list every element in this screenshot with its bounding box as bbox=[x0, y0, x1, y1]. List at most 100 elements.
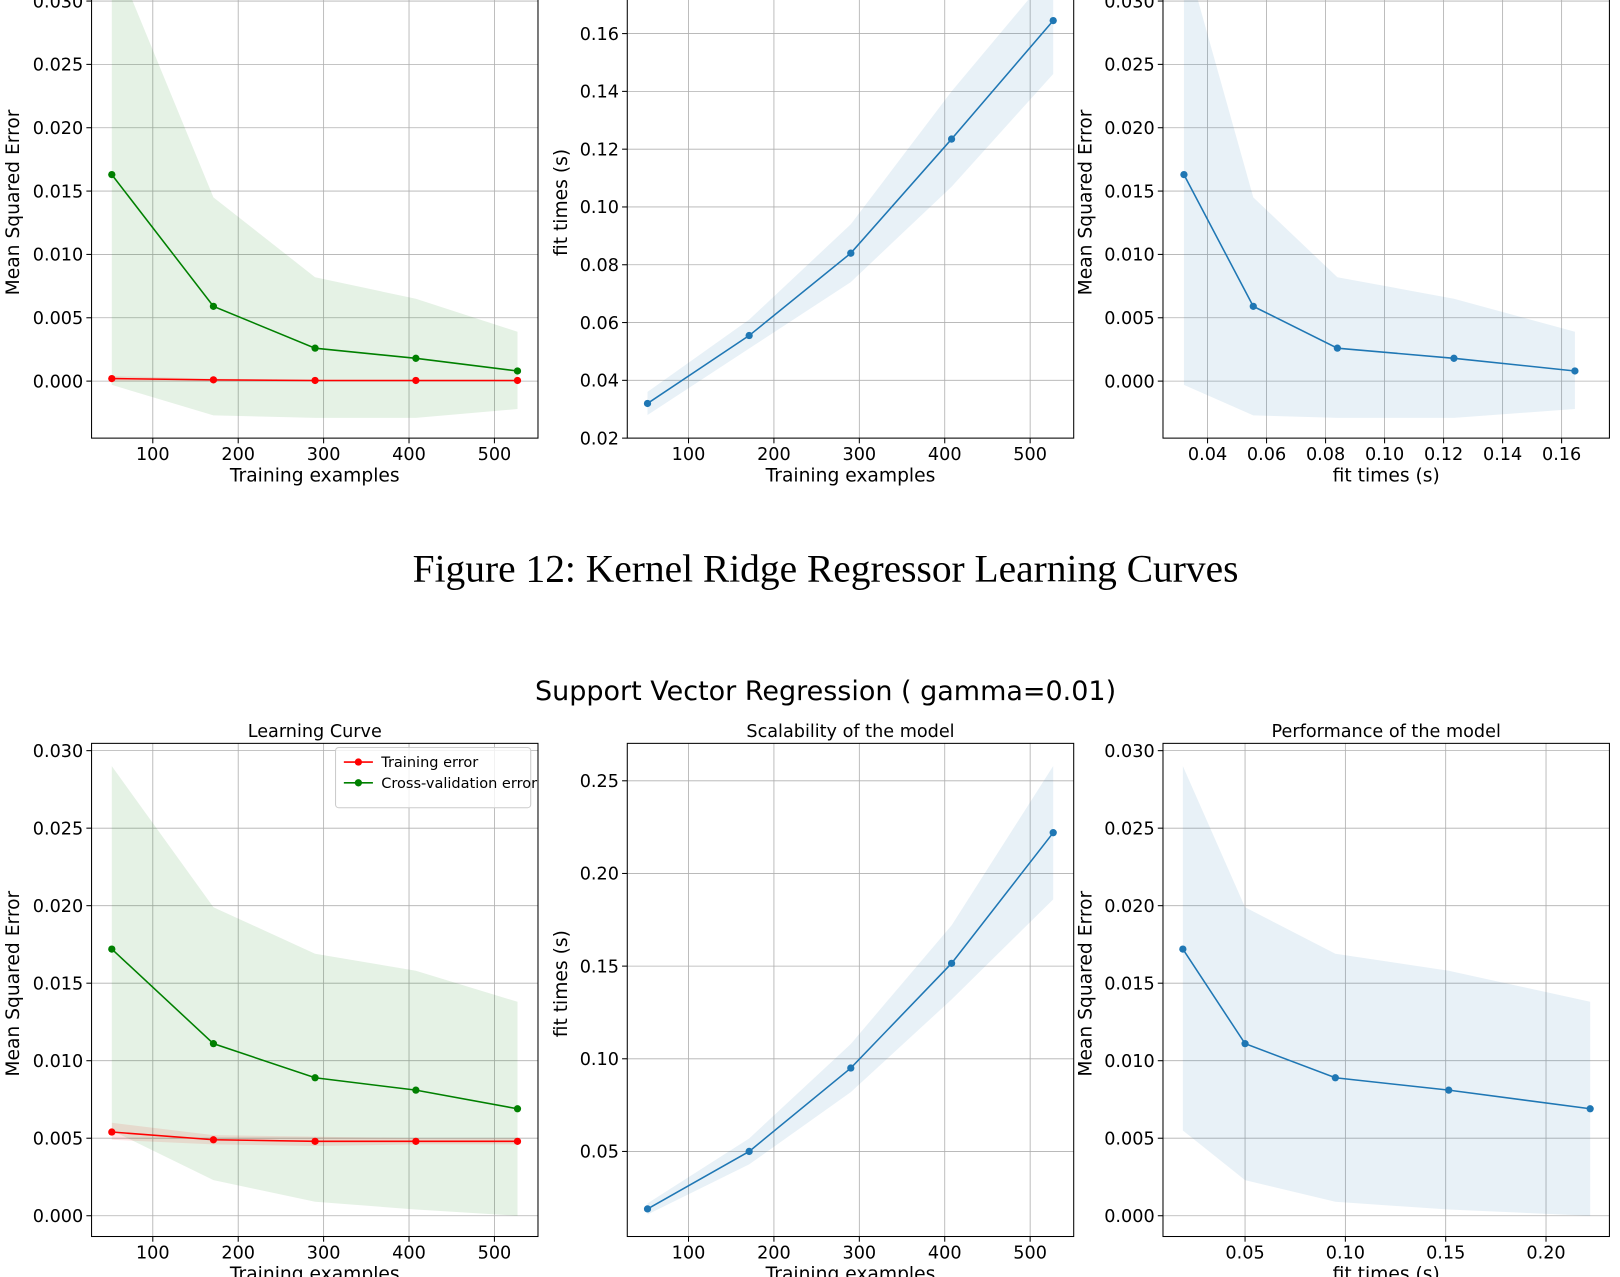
y-axis-label: Mean Squared Error bbox=[1075, 109, 1096, 295]
x-tick-label: 200 bbox=[757, 1243, 791, 1263]
y-tick-label: 0.14 bbox=[580, 83, 619, 103]
y-tick-label: 0.020 bbox=[1104, 119, 1154, 139]
x-tick-label: 100 bbox=[136, 1243, 170, 1263]
point bbox=[209, 302, 218, 311]
plot-frame bbox=[1162, 0, 1610, 439]
point bbox=[1586, 1105, 1594, 1113]
plot-title: Performance of the model bbox=[1272, 722, 1501, 742]
y-tick-label: 0.005 bbox=[1104, 309, 1154, 329]
x-tick-label: 0.05 bbox=[1225, 1243, 1264, 1263]
point bbox=[745, 331, 753, 340]
x-axis-label: Training examples bbox=[229, 466, 400, 487]
point bbox=[412, 1086, 420, 1094]
x-tick-label: 300 bbox=[843, 1243, 877, 1263]
y-tick-label: 0.15 bbox=[580, 957, 619, 977]
legend-label: Cross-validation error bbox=[381, 776, 537, 792]
point bbox=[513, 1105, 522, 1113]
legend-label: Training error bbox=[380, 755, 478, 771]
point bbox=[1249, 302, 1257, 311]
point bbox=[108, 374, 116, 383]
x-tick-label: 0.12 bbox=[1424, 445, 1463, 465]
x-axis-label: Training examples bbox=[229, 1264, 400, 1277]
y-tick-label: 0.05 bbox=[580, 1143, 619, 1163]
point bbox=[412, 354, 420, 362]
plot-frame bbox=[626, 0, 1075, 439]
y-tick-label: 0.000 bbox=[33, 372, 83, 392]
y-tick-label: 0.10 bbox=[580, 1050, 619, 1070]
y-tick-label: 0.010 bbox=[1104, 1052, 1154, 1072]
y-tick-label: 0.16 bbox=[580, 25, 619, 45]
point bbox=[209, 1040, 218, 1048]
point bbox=[947, 959, 956, 967]
plot-frame bbox=[91, 742, 539, 1238]
point bbox=[745, 1147, 753, 1156]
point bbox=[412, 376, 420, 385]
y-tick-label: 0.010 bbox=[1104, 246, 1154, 266]
x-tick-label: 0.16 bbox=[1542, 445, 1581, 465]
plot-title: Learning Curve bbox=[248, 722, 382, 742]
x-tick-label: 400 bbox=[928, 1243, 962, 1263]
std-band bbox=[647, 765, 1054, 1215]
point bbox=[1180, 170, 1188, 179]
y-tick-label: 0.020 bbox=[33, 119, 83, 139]
y-tick-label: 0.005 bbox=[33, 1129, 83, 1149]
y-tick-label: 0.10 bbox=[580, 198, 619, 218]
x-tick-label: 400 bbox=[392, 1243, 426, 1263]
x-tick-label: 0.10 bbox=[1365, 445, 1404, 465]
y-tick-label: 0.02 bbox=[580, 429, 619, 449]
x-tick-label: 0.20 bbox=[1526, 1243, 1565, 1263]
point bbox=[1333, 344, 1342, 352]
y-tick-label: 0.000 bbox=[1104, 372, 1154, 392]
plot-frame bbox=[91, 0, 539, 439]
point bbox=[209, 1136, 218, 1144]
point bbox=[1241, 1040, 1249, 1048]
x-tick-label: 300 bbox=[307, 445, 341, 465]
x-tick-label: 0.14 bbox=[1483, 445, 1522, 465]
point bbox=[1049, 16, 1057, 25]
plot-frame bbox=[1162, 742, 1610, 1238]
x-tick-label: 200 bbox=[221, 1243, 255, 1263]
y-axis-label: fit times (s) bbox=[551, 930, 572, 1037]
x-tick-label: 0.15 bbox=[1426, 1243, 1465, 1263]
x-tick-label: 100 bbox=[672, 445, 706, 465]
y-tick-label: 0.025 bbox=[1104, 56, 1154, 76]
point bbox=[1450, 354, 1458, 362]
point bbox=[311, 1074, 319, 1082]
x-axis-label: fit times (s) bbox=[1333, 1264, 1440, 1277]
y-tick-label: 0.010 bbox=[33, 1052, 83, 1072]
point bbox=[1445, 1086, 1453, 1094]
std-band bbox=[111, 766, 518, 1216]
x-axis-label: Training examples bbox=[765, 1264, 936, 1277]
plot-title: Scalability of the model bbox=[746, 722, 954, 742]
x-tick-label: 500 bbox=[1013, 1243, 1047, 1263]
std-band bbox=[647, 0, 1054, 416]
point bbox=[847, 249, 855, 257]
point bbox=[311, 1137, 319, 1145]
std-band bbox=[1182, 766, 1591, 1216]
suptitle: Support Vector Regression ( gamma=0.01) bbox=[535, 676, 1116, 707]
x-tick-label: 0.06 bbox=[1247, 445, 1286, 465]
x-tick-label: 100 bbox=[672, 1243, 706, 1263]
x-tick-label: 500 bbox=[478, 1243, 512, 1263]
x-tick-label: 500 bbox=[478, 445, 512, 465]
y-tick-label: 0.08 bbox=[580, 256, 619, 276]
y-tick-label: 0.030 bbox=[1104, 0, 1154, 12]
y-tick-label: 0.030 bbox=[33, 0, 83, 12]
y-tick-label: 0.010 bbox=[33, 246, 83, 266]
point bbox=[947, 135, 956, 143]
legend-marker bbox=[354, 779, 363, 787]
point bbox=[108, 170, 116, 179]
plot-frame bbox=[626, 742, 1075, 1238]
y-tick-label: 0.015 bbox=[1104, 182, 1154, 202]
x-tick-label: 0.08 bbox=[1306, 445, 1345, 465]
y-tick-label: 0.005 bbox=[33, 309, 83, 329]
point bbox=[1179, 945, 1187, 953]
y-tick-label: 0.04 bbox=[580, 372, 619, 392]
y-tick-label: 0.000 bbox=[1104, 1207, 1154, 1227]
x-tick-label: 200 bbox=[221, 445, 255, 465]
std-band bbox=[1183, 0, 1575, 418]
x-tick-label: 400 bbox=[392, 445, 426, 465]
legend-box bbox=[335, 746, 532, 809]
point bbox=[643, 399, 652, 408]
